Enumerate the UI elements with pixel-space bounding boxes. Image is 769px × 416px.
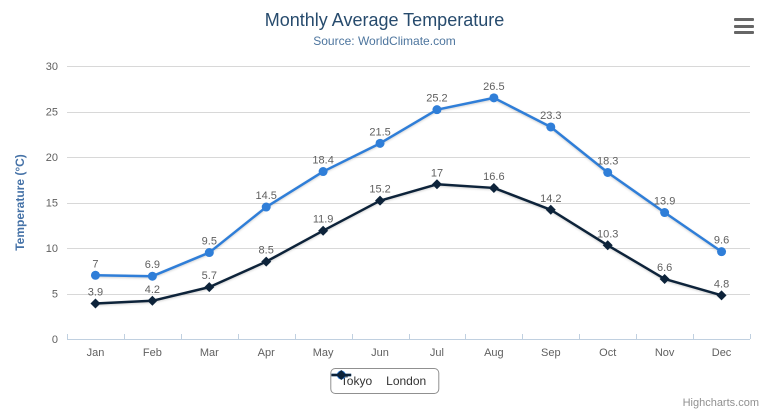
series-line-tokyo	[94, 96, 723, 278]
export-menu-button[interactable]	[730, 15, 758, 37]
x-axis-label: Apr	[258, 347, 275, 359]
data-label: 5.7	[202, 270, 217, 282]
data-label: 13.9	[654, 196, 675, 208]
y-axis-label: 15	[46, 198, 58, 210]
x-axis-label: Dec	[712, 347, 732, 359]
data-label: 25.2	[426, 93, 447, 105]
y-axis-label: 10	[46, 243, 58, 255]
data-label: 9.6	[714, 235, 729, 247]
legend-item-label: London	[386, 374, 427, 388]
data-label: 7	[92, 258, 98, 270]
hamburger-icon	[734, 24, 754, 28]
data-label: 4.2	[145, 284, 160, 296]
data-point[interactable]	[488, 182, 499, 193]
x-axis-label: Jan	[87, 347, 105, 359]
data-label: 14.2	[540, 193, 561, 205]
data-point[interactable]	[204, 248, 214, 258]
y-axis-label: 0	[52, 334, 58, 346]
legend-item-london[interactable]: London	[330, 370, 427, 388]
data-label: 9.5	[202, 236, 217, 248]
data-label: 14.5	[255, 190, 276, 202]
data-point[interactable]	[603, 167, 613, 177]
data-point[interactable]	[545, 204, 556, 215]
data-point[interactable]	[318, 167, 328, 177]
x-axis-label: Sep	[541, 347, 561, 359]
data-point[interactable]	[489, 93, 499, 103]
data-label: 21.5	[369, 126, 390, 138]
hamburger-icon	[734, 31, 754, 34]
data-label: 18.4	[312, 155, 333, 167]
data-label: 11.9	[313, 214, 334, 226]
data-point[interactable]	[90, 298, 101, 309]
y-axis-label: 25	[46, 107, 58, 119]
legend-item-label: Tokyo	[340, 374, 373, 388]
data-point[interactable]	[147, 295, 158, 306]
data-point[interactable]	[431, 179, 442, 190]
data-point[interactable]	[204, 282, 215, 293]
data-point[interactable]	[375, 195, 386, 206]
x-axis-label: May	[313, 347, 334, 359]
data-point[interactable]	[546, 122, 556, 132]
y-axis-title: Temperature (°C)	[13, 154, 27, 251]
data-label: 18.3	[597, 155, 618, 167]
legend: Tokyo London	[329, 368, 440, 394]
data-label: 4.8	[714, 278, 729, 290]
data-point[interactable]	[375, 138, 385, 148]
data-label: 26.5	[483, 81, 504, 93]
data-label: 23.3	[540, 110, 561, 122]
hamburger-icon	[734, 18, 754, 21]
data-label: 6.9	[145, 259, 160, 271]
legend-marker-diamond-icon	[330, 370, 351, 380]
data-point[interactable]	[90, 270, 100, 280]
data-label: 10.3	[597, 228, 618, 240]
data-label: 17	[431, 167, 443, 179]
data-point[interactable]	[318, 225, 329, 236]
x-axis-label: Feb	[143, 347, 162, 359]
data-label: 15.2	[369, 184, 390, 196]
data-point[interactable]	[432, 105, 442, 115]
x-axis-label: Aug	[484, 347, 504, 359]
data-label: 3.9	[88, 287, 103, 299]
data-label: 6.6	[657, 262, 672, 274]
y-axis-label: 5	[52, 289, 58, 301]
data-label: 16.6	[483, 171, 504, 183]
data-label: 8.5	[259, 245, 274, 257]
chart-subtitle: Source: WorldClimate.com	[313, 34, 456, 48]
data-point[interactable]	[147, 271, 157, 281]
y-axis-label: 20	[46, 152, 58, 164]
data-point[interactable]	[716, 290, 727, 301]
y-axis-label: 30	[46, 61, 58, 73]
chart-title: Monthly Average Temperature	[264, 10, 505, 30]
data-point[interactable]	[602, 240, 613, 251]
data-point[interactable]	[660, 208, 670, 218]
x-axis-label: Mar	[200, 347, 219, 359]
data-point[interactable]	[717, 247, 727, 257]
x-axis-label: Nov	[655, 347, 675, 359]
data-point[interactable]	[659, 273, 670, 284]
credits-link[interactable]: Highcharts.com	[682, 397, 759, 409]
data-point[interactable]	[261, 256, 272, 267]
x-axis-label: Jun	[371, 347, 389, 359]
x-axis-label: Jul	[430, 347, 444, 359]
series-line-london	[94, 183, 723, 305]
data-point[interactable]	[261, 202, 271, 212]
x-axis-label: Oct	[599, 347, 616, 359]
